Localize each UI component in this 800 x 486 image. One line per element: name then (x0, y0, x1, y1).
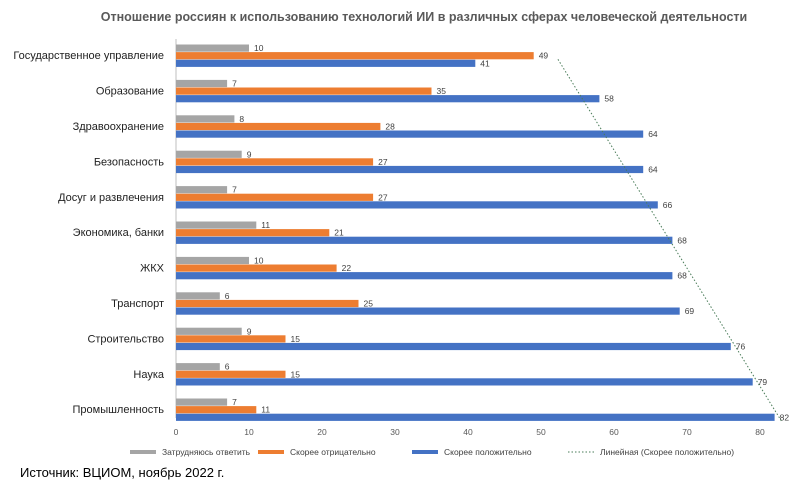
bar (176, 363, 220, 371)
data-label: 22 (342, 263, 352, 273)
bar (176, 130, 644, 138)
legend-label: Скорее положительно (444, 447, 532, 457)
data-label: 27 (378, 192, 388, 202)
data-label: 9 (247, 149, 252, 159)
data-label: 27 (378, 157, 388, 167)
bar (176, 122, 381, 131)
bar (176, 370, 286, 378)
bars-group (176, 44, 775, 421)
x-tick-label: 20 (317, 427, 327, 437)
bar (176, 307, 680, 315)
bar (176, 272, 673, 280)
data-label: 15 (291, 334, 301, 344)
data-label: 28 (385, 122, 395, 132)
data-label: 21 (334, 228, 344, 238)
x-tick-label: 40 (463, 427, 473, 437)
category-label: Здравоохранение (73, 121, 164, 133)
bar (176, 378, 753, 386)
bar (176, 327, 242, 335)
value-labels: 1049417355882864927647276611216810226862… (225, 43, 790, 422)
source-note: Источник: ВЦИОМ, ноябрь 2022 г. (20, 465, 224, 480)
data-label: 58 (604, 94, 614, 104)
data-label: 41 (480, 58, 490, 68)
category-label: ЖКХ (140, 263, 165, 275)
category-label: Досуг и развлечения (58, 192, 164, 204)
data-label: 6 (225, 291, 230, 301)
data-label: 69 (685, 306, 695, 316)
x-tick-label: 50 (536, 427, 546, 437)
trendline (557, 59, 783, 422)
data-label: 35 (437, 86, 447, 96)
category-label: Государственное управление (13, 50, 164, 62)
category-label: Образование (96, 86, 164, 98)
data-label: 7 (232, 79, 237, 89)
x-tick-label: 10 (244, 427, 254, 437)
bar (176, 299, 359, 308)
data-label: 9 (247, 326, 252, 336)
x-tick-label: 0 (174, 427, 179, 437)
bar (176, 221, 257, 229)
data-label: 11 (261, 220, 270, 230)
bar (176, 44, 249, 52)
data-label: 11 (261, 405, 270, 415)
data-label: 68 (677, 235, 687, 245)
data-label: 66 (663, 200, 673, 210)
bar (176, 158, 374, 166)
bar (176, 229, 330, 237)
bar (176, 95, 600, 103)
data-label: 76 (736, 342, 746, 352)
category-label: Транспорт (111, 298, 164, 310)
bar (176, 150, 242, 158)
data-label: 64 (648, 129, 658, 139)
bar (176, 264, 337, 272)
data-label: 79 (758, 377, 768, 387)
data-label: 82 (780, 412, 790, 422)
bar (176, 236, 673, 244)
data-label: 6 (225, 362, 230, 372)
legend-label: Скорее отрицательно (290, 447, 376, 457)
category-label: Строительство (87, 333, 164, 345)
x-tick-label: 60 (609, 427, 619, 437)
bar (176, 165, 644, 174)
category-label: Наука (133, 369, 164, 381)
bar (176, 87, 432, 95)
data-label: 7 (232, 185, 237, 195)
data-label: 15 (291, 369, 301, 379)
bar (176, 256, 249, 265)
chart-title: Отношение россиян к использованию технол… (101, 10, 747, 24)
bar (176, 193, 374, 201)
data-label: 7 (232, 397, 237, 407)
x-axis-ticks: 0 10 20 30 40 50 60 70 80 (174, 427, 765, 437)
bar (176, 406, 257, 414)
bar (176, 79, 228, 88)
bar (176, 398, 228, 406)
bar (176, 413, 775, 421)
x-tick-label: 80 (755, 427, 765, 437)
data-label: 64 (648, 165, 658, 175)
bar (176, 186, 228, 194)
legend-label: Затрудняюсь ответить (162, 447, 251, 457)
bar (176, 342, 731, 351)
bar (176, 115, 235, 123)
data-label: 25 (364, 299, 374, 309)
data-label: 68 (677, 271, 687, 281)
category-labels: Государственное управление Образование Здр… (13, 50, 164, 416)
data-label: 49 (539, 51, 549, 61)
legend: Затрудняюсь ответить Скорее отрицательно С… (130, 447, 734, 457)
x-tick-label: 70 (682, 427, 692, 437)
bar (176, 52, 534, 60)
category-label: Промышленность (72, 404, 164, 416)
category-label: Безопасность (94, 156, 164, 168)
bar (176, 59, 476, 67)
bar (176, 201, 658, 209)
data-label: 8 (239, 114, 244, 124)
data-label: 10 (254, 43, 264, 53)
bar (176, 292, 220, 300)
bar (176, 335, 286, 343)
legend-label: Линейная (Скорее положительно) (600, 447, 734, 457)
data-label: 10 (254, 256, 264, 266)
category-label: Экономика, банки (73, 227, 164, 239)
x-tick-label: 30 (390, 427, 400, 437)
